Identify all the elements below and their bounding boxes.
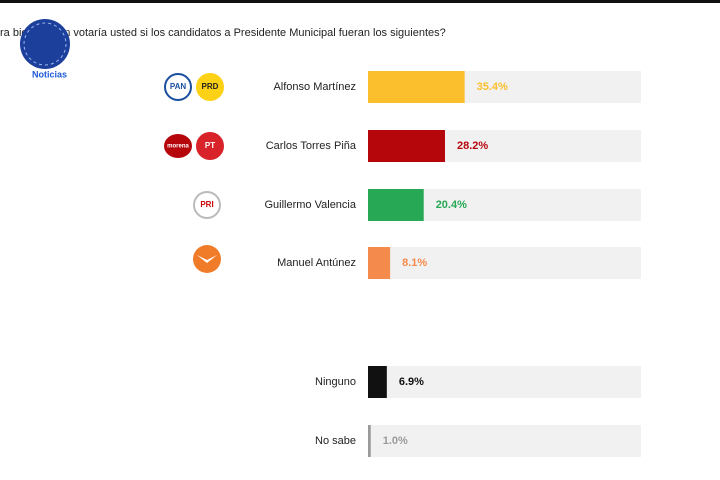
bar [368, 425, 371, 457]
party-logo [196, 132, 224, 160]
bar [368, 366, 387, 398]
party-logo [193, 191, 221, 219]
value-label: 20.4% [436, 199, 467, 211]
logo-globe [20, 19, 70, 69]
party-logo [196, 73, 224, 101]
party-logo-text: morena [167, 144, 189, 150]
logo-ring [23, 22, 67, 66]
value-label: 6.9% [399, 376, 424, 388]
top-bar [0, 0, 720, 3]
bar [368, 247, 391, 279]
chart-title: ra bien ¿quién votaría usted si los cand… [0, 27, 446, 39]
category-label: Alfonso Martínez [273, 81, 356, 93]
category-label: Manuel Antúnez [277, 257, 356, 269]
value-label: 35.4% [477, 81, 508, 93]
category-label: Carlos Torres Piña [266, 140, 357, 152]
bar [368, 130, 445, 162]
brand-logo: Noticias [20, 19, 70, 79]
value-label: 1.0% [383, 435, 408, 447]
value-label: 28.2% [457, 140, 488, 152]
party-logo [193, 245, 221, 273]
party-logo-bird [197, 255, 217, 263]
party-logo-text: PT [205, 141, 215, 150]
bar-track [368, 425, 641, 457]
party-logo-text: PRD [202, 82, 219, 91]
brand-name: Noticias [32, 69, 67, 79]
party-logo [164, 134, 192, 158]
party-logo-text: PRI [200, 200, 213, 209]
category-label: Ninguno [315, 376, 356, 388]
value-label: 8.1% [402, 257, 427, 269]
category-label: No sabe [315, 435, 356, 447]
category-label: Guillermo Valencia [264, 199, 356, 211]
bar-track [368, 366, 641, 398]
party-logo-text: PAN [170, 82, 187, 91]
bar [368, 71, 465, 103]
bar [368, 189, 424, 221]
bar-track [368, 247, 641, 279]
party-logo [164, 73, 192, 101]
